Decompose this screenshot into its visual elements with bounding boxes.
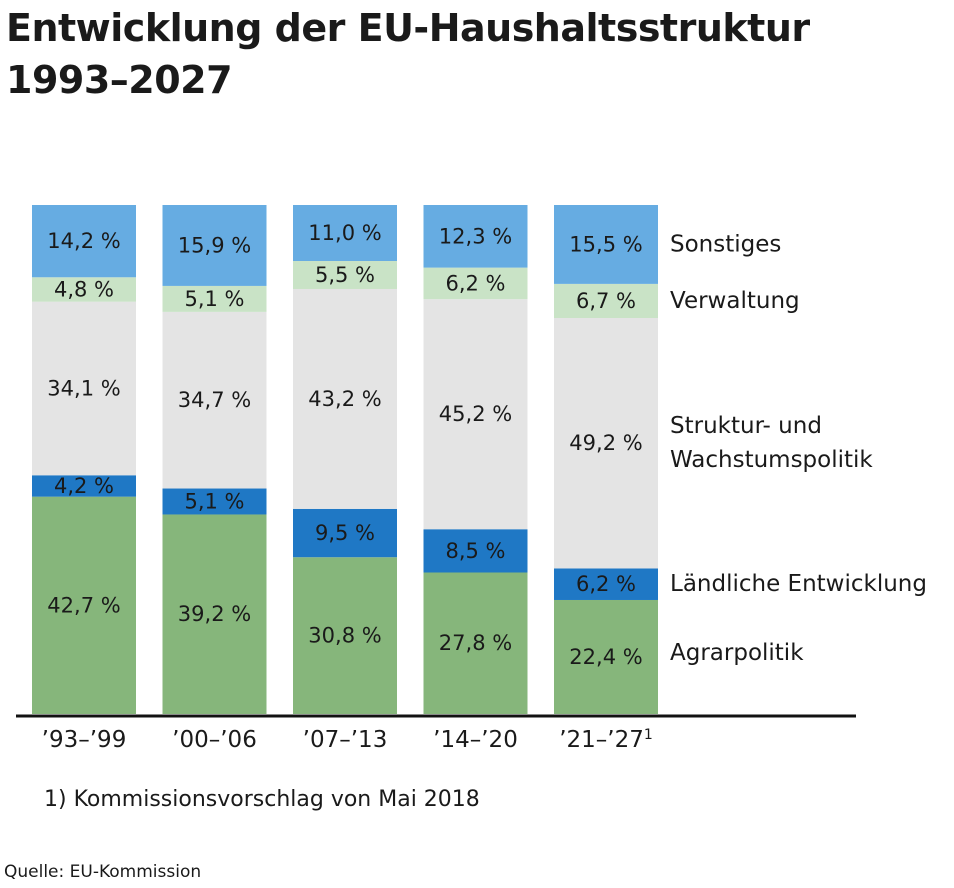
x-tick-label: ’21–’271 <box>559 727 653 753</box>
bar-segment <box>32 475 136 497</box>
legend-label: Struktur- und Wachstumspolitik <box>670 413 873 473</box>
bar-segment <box>32 496 136 714</box>
data-label: 12,3 % <box>439 224 512 248</box>
bar-segment <box>423 267 528 300</box>
bar-segment <box>554 568 658 600</box>
bar-segment <box>162 285 267 312</box>
data-label: 39,2 % <box>178 602 251 626</box>
bar-segment <box>293 508 397 558</box>
bar-segment <box>554 205 658 284</box>
data-label: 49,2 % <box>569 431 642 455</box>
data-label: 15,9 % <box>178 233 251 257</box>
data-label: 6,7 % <box>576 289 636 313</box>
bar-segment <box>162 514 267 714</box>
bar-segment <box>293 260 397 289</box>
bar-segment <box>293 288 397 509</box>
x-axis-tick-labels: ’93–’99 ’00–’06 ’07–’13 ’14–’20 ’21–’271 <box>42 727 653 753</box>
data-label: 11,0 % <box>308 221 381 245</box>
data-label: 8,5 % <box>445 539 505 563</box>
bar-segment <box>162 488 267 515</box>
footnote-marker: 1 <box>644 727 653 743</box>
bar-segment <box>423 529 528 573</box>
x-tick-label: ’14–’20 <box>433 727 518 753</box>
bar-segment <box>554 599 658 714</box>
data-label: 34,7 % <box>178 388 251 412</box>
bars-group: 42,7 % 4,2 % 34,1 % 4,8 % 14,2 % 39,2 % 5,1 % 3… <box>32 205 658 714</box>
data-label: 9,5 % <box>315 521 375 545</box>
x-tick-label: ’00–’06 <box>172 727 257 753</box>
footnote: 1) Kommissionsvorschlag von Mai 2018 <box>44 787 480 812</box>
bar-segment <box>423 572 528 714</box>
data-label: 22,4 % <box>569 645 642 669</box>
bar-segment <box>554 317 658 569</box>
x-tick-label: ’93–’99 <box>42 727 127 753</box>
stacked-bar-chart: 42,7 % 4,2 % 34,1 % 4,8 % 14,2 % 39,2 % 5,1 % 3… <box>16 205 927 753</box>
data-label: 5,1 % <box>184 287 244 311</box>
legend-label: Agrarpolitik <box>670 640 804 666</box>
legend-label: Verwaltung <box>670 288 800 314</box>
bar-segment <box>32 205 136 278</box>
bar-segment <box>423 299 528 530</box>
chart-title: Entwicklung der EU-Haushaltsstruktur 199… <box>6 2 810 106</box>
bar-segment <box>554 283 658 318</box>
legend: Agrarpolitik Ländliche Entwicklung Struktu… <box>670 231 927 666</box>
data-label: 5,5 % <box>315 263 375 287</box>
data-label: 14,2 % <box>47 229 120 253</box>
bar-segment <box>32 301 136 476</box>
data-label: 4,2 % <box>54 474 114 498</box>
bar-segment <box>32 277 136 302</box>
data-label: 43,2 % <box>308 387 381 411</box>
data-label: 4,8 % <box>54 277 114 301</box>
data-label: 34,1 % <box>47 376 120 400</box>
title-line-2: 1993–2027 <box>6 58 233 102</box>
data-label: 42,7 % <box>47 593 120 617</box>
bar-segment <box>162 311 267 489</box>
legend-label: Sonstiges <box>670 231 781 257</box>
data-label: 6,2 % <box>445 271 505 295</box>
data-label: 45,2 % <box>439 402 512 426</box>
data-label: 15,5 % <box>569 232 642 256</box>
legend-label: Ländliche Entwicklung <box>670 571 927 597</box>
data-label: 27,8 % <box>439 631 512 655</box>
data-label: 30,8 % <box>308 624 381 648</box>
bar-segment <box>162 205 267 286</box>
bar-segment <box>293 205 397 261</box>
data-label: 6,2 % <box>576 572 636 596</box>
source-note: Quelle: EU-Kommission <box>4 862 202 882</box>
bar-segment <box>293 557 397 714</box>
x-tick-label: ’07–’13 <box>303 727 388 753</box>
bar-segment <box>423 205 528 268</box>
data-label: 5,1 % <box>184 489 244 513</box>
title-line-1: Entwicklung der EU-Haushaltsstruktur <box>6 6 810 50</box>
